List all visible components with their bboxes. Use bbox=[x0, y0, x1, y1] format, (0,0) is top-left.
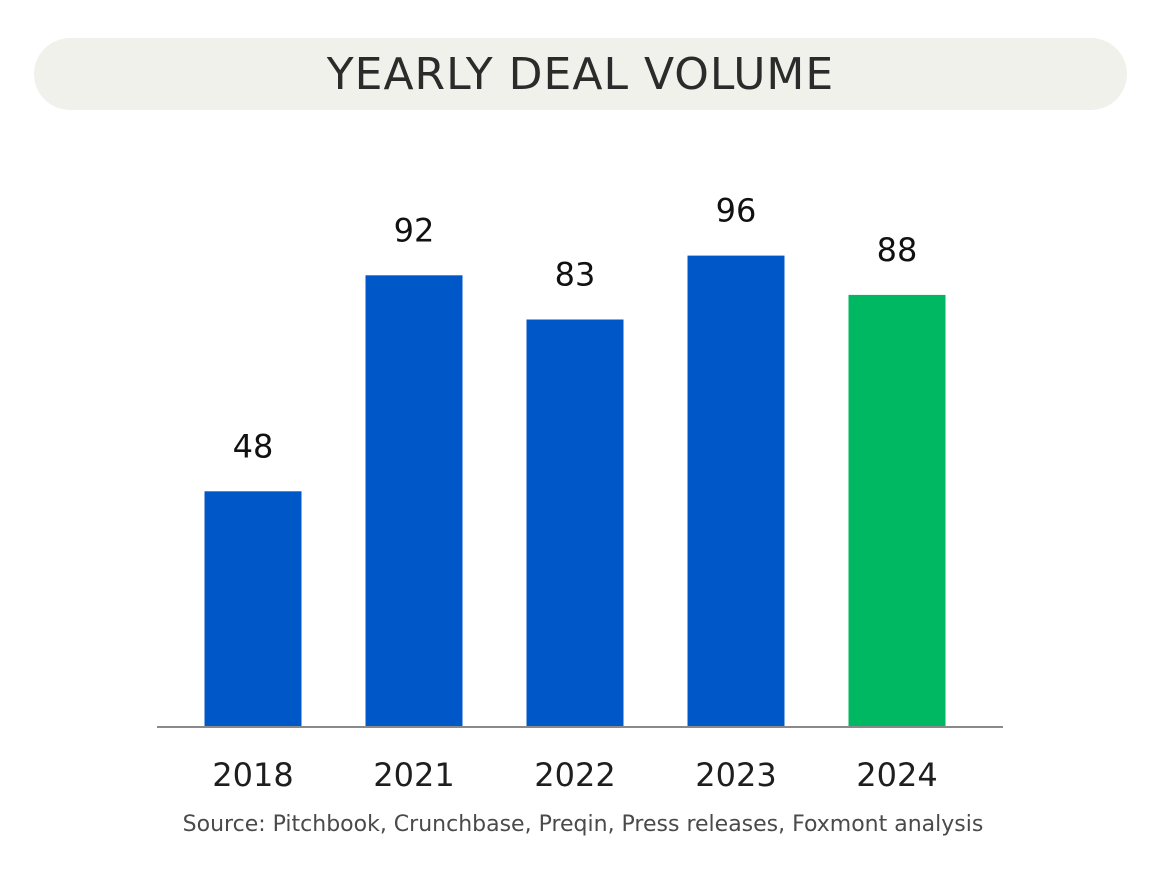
value-labels-layer: 48 92 83 96 88 bbox=[233, 192, 918, 466]
x-tick-label-2022: 2022 bbox=[534, 756, 615, 794]
x-tick-label-2023: 2023 bbox=[695, 756, 776, 794]
chart-title: YEARLY DEAL VOLUME bbox=[326, 48, 835, 100]
value-label-2018: 48 bbox=[233, 427, 274, 465]
bars-layer bbox=[204, 255, 946, 727]
x-tick-label-2018: 2018 bbox=[212, 756, 293, 794]
chart-title-banner: YEARLY DEAL VOLUME bbox=[34, 38, 1127, 110]
x-tick-label-2024: 2024 bbox=[856, 756, 937, 794]
bar-2024 bbox=[848, 294, 946, 727]
value-label-2021: 92 bbox=[394, 211, 435, 249]
bar-2022 bbox=[526, 319, 624, 727]
bar-2023 bbox=[687, 255, 785, 727]
value-label-2024: 88 bbox=[877, 231, 918, 269]
value-label-2022: 83 bbox=[555, 256, 596, 294]
tick-labels-layer: 2018 2021 2022 2023 2024 bbox=[212, 756, 937, 794]
source-note: Source: Pitchbook, Crunchbase, Preqin, P… bbox=[182, 812, 984, 837]
bar-2018 bbox=[204, 491, 302, 727]
value-label-2023: 96 bbox=[716, 192, 757, 230]
x-tick-label-2021: 2021 bbox=[373, 756, 454, 794]
bar-2021 bbox=[365, 275, 463, 727]
